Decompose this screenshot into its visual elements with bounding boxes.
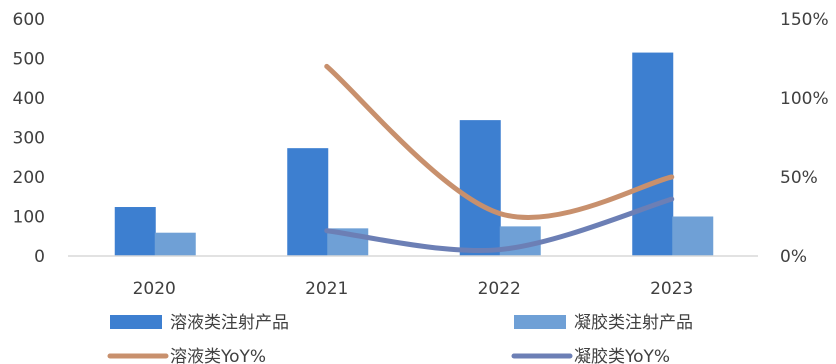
y-left-tick-label: 500 <box>13 50 45 70</box>
legend-solution-bar-swatch <box>110 315 162 329</box>
y-left-tick-label: 0 <box>34 247 45 267</box>
x-tick-label: 2023 <box>650 279 693 299</box>
y-left-tick-label: 300 <box>13 129 45 149</box>
y-right-tick-label: 0% <box>780 247 807 267</box>
bar-gel-2020 <box>154 232 196 256</box>
y-left-tick-label: 200 <box>13 168 45 188</box>
bar-solution-2023 <box>632 52 674 257</box>
legend-solution-bar-label: 溶液类注射产品 <box>170 313 289 333</box>
y-left-tick-label: 600 <box>13 10 45 30</box>
legend-gel-bar-label: 凝胶类注射产品 <box>574 313 693 333</box>
x-tick-label: 2021 <box>305 279 348 299</box>
bar-solution-2022 <box>459 120 501 257</box>
line-solution-yoy <box>324 63 675 220</box>
legend-gel-yoy-label: 凝胶类YoY% <box>574 347 670 364</box>
legend-gel-bar-swatch <box>514 315 566 329</box>
bar-gel-2023 <box>672 216 714 256</box>
y-left-tick-label: 400 <box>13 89 45 109</box>
y-left-tick-label: 100 <box>13 208 45 228</box>
x-tick-label: 2022 <box>478 279 521 299</box>
bar-solution-2020 <box>114 207 156 256</box>
y-right-tick-label: 100% <box>780 89 829 109</box>
y-right-tick-label: 50% <box>780 168 818 188</box>
lines-layer <box>324 63 675 253</box>
y-right-tick-label: 150% <box>780 10 829 30</box>
bar-solution-2021 <box>287 148 329 256</box>
tick-labels: 0 100 200 300 400 500 600 0% 50% 100% 150% 2020 2021… <box>13 10 829 299</box>
x-tick-label: 2020 <box>133 279 176 299</box>
line-gel-yoy <box>324 196 675 253</box>
legend-solution-yoy-label: 溶液类YoY% <box>170 347 266 364</box>
